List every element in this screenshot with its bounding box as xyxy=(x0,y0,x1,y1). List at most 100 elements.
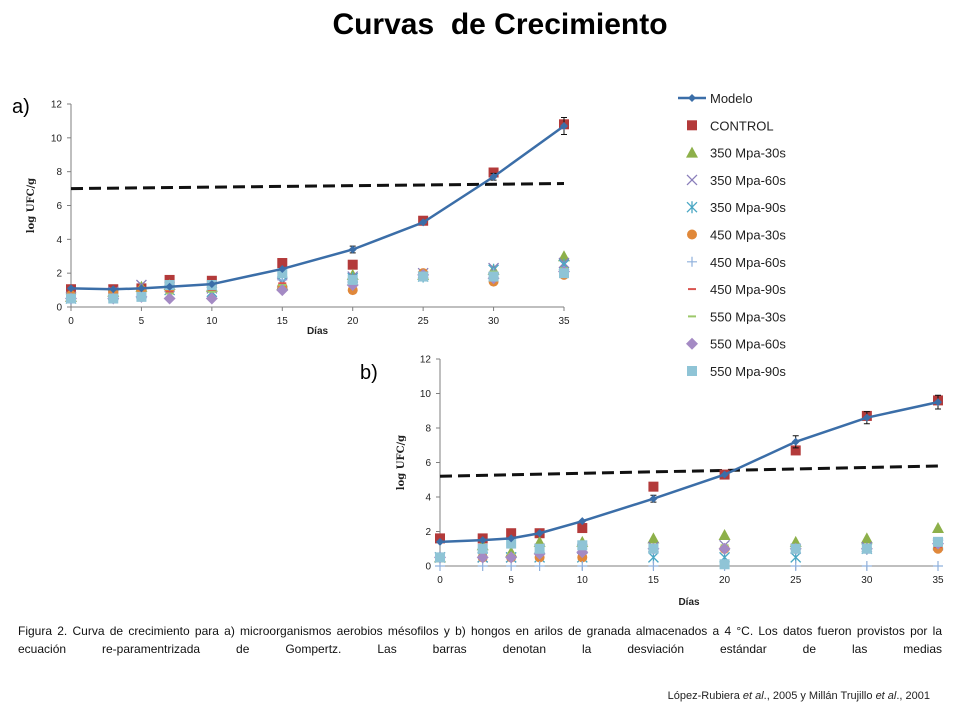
data-point xyxy=(163,292,176,305)
model-point xyxy=(791,437,800,446)
model-point xyxy=(436,537,444,546)
y-axis-title: log UFC/g xyxy=(396,435,407,490)
data-point xyxy=(108,293,119,304)
data-point xyxy=(860,532,873,544)
data-point xyxy=(933,536,943,547)
y-tick-label: 4 xyxy=(56,235,62,246)
x-tick-label: 10 xyxy=(577,575,589,586)
legend-label: 550 Mpa-30s xyxy=(710,309,786,324)
model-point xyxy=(535,529,544,538)
data-point xyxy=(476,551,489,564)
panel-label-b: b) xyxy=(360,362,378,384)
x-tick-label: 0 xyxy=(437,575,443,586)
model-point xyxy=(109,285,118,294)
data-point xyxy=(488,271,499,282)
data-point xyxy=(558,250,570,262)
legend-marker xyxy=(686,174,698,186)
x-tick-label: 35 xyxy=(558,316,570,327)
y-tick-label: 10 xyxy=(51,133,63,144)
y-tick-label: 2 xyxy=(56,269,62,280)
chart-panel-a: 0 2 4 6 8 10 12 0 5 10 15 20 25 30 35 Días log UFC/g xyxy=(26,100,570,337)
citation: López-Rubiera et al., 2005 y Millán Truj… xyxy=(668,690,930,702)
figure-caption: Figura 2. Curva de crecimiento para a) m… xyxy=(18,624,942,656)
y-tick-label: 2 xyxy=(425,527,431,538)
data-point xyxy=(718,528,731,540)
data-point xyxy=(435,552,445,563)
data-point xyxy=(488,167,499,178)
y-tick-label: 10 xyxy=(420,389,432,400)
model-line xyxy=(70,124,565,291)
y-tick-label: 12 xyxy=(420,355,432,366)
data-point xyxy=(559,268,569,279)
data-point xyxy=(577,523,588,534)
legend-marker xyxy=(687,120,697,131)
legend-label: Modelo xyxy=(710,91,753,106)
data-point xyxy=(932,522,944,534)
model-line xyxy=(439,400,939,544)
model-point xyxy=(720,470,729,479)
legend-marker xyxy=(688,94,696,102)
x-tick-label: 15 xyxy=(277,316,289,327)
data-point xyxy=(347,259,358,270)
page-title: Curvas de Crecimiento xyxy=(332,8,668,41)
y-axis-title: log UFC/g xyxy=(26,178,37,233)
model-point xyxy=(489,172,498,181)
data-point xyxy=(136,291,147,302)
data-point xyxy=(790,561,801,571)
data-point xyxy=(347,274,358,285)
model-point xyxy=(478,536,487,545)
data-point xyxy=(648,481,659,492)
model-point xyxy=(507,534,516,543)
x-tick-label: 20 xyxy=(719,575,731,586)
legend-marker xyxy=(686,146,698,158)
x-tick-label: 20 xyxy=(347,316,359,327)
data-point xyxy=(790,445,801,456)
y-tick-label: 8 xyxy=(56,167,62,178)
model-point xyxy=(578,517,587,526)
data-point xyxy=(477,543,488,554)
y-tick-label: 0 xyxy=(56,303,62,314)
data-point xyxy=(790,543,801,554)
data-point xyxy=(718,542,731,555)
legend-item: 350 Mpa-30s xyxy=(686,146,786,161)
citation-part-3: ., 2001 xyxy=(896,690,930,702)
model-point xyxy=(278,264,287,273)
legend-item: CONTROL xyxy=(687,118,774,133)
legend-item: 550 Mpa-30s xyxy=(688,309,786,324)
data-point xyxy=(534,561,545,571)
threshold-dashed-line xyxy=(439,464,939,478)
series-modelo xyxy=(67,117,568,294)
chart-legend: Modelo CONTROL 350 Mpa-30s 350 Mpa-60s 350 M… xyxy=(678,91,786,379)
y-tick-label: 6 xyxy=(56,201,62,212)
citation-etal-1: et al xyxy=(742,690,764,702)
legend-marker xyxy=(686,201,698,214)
y-tick-label: 0 xyxy=(425,562,431,573)
model-point xyxy=(348,245,357,254)
model-point xyxy=(207,280,216,289)
series-modelo xyxy=(436,394,942,546)
data-point xyxy=(534,543,545,554)
data-point xyxy=(577,561,588,571)
x-tick-label: 15 xyxy=(648,575,660,586)
legend-item: 350 Mpa-90s xyxy=(686,200,786,215)
legend-item: 350 Mpa-60s xyxy=(686,173,786,188)
model-point xyxy=(419,218,428,227)
y-tick-label: 4 xyxy=(425,493,431,504)
data-point xyxy=(719,559,730,570)
x-tick-label: 25 xyxy=(418,316,430,327)
x-tick-label: 5 xyxy=(508,575,514,586)
legend-label: 450 Mpa-90s xyxy=(710,282,786,297)
legend-label: 450 Mpa-30s xyxy=(710,228,786,243)
x-tick-label: 30 xyxy=(488,316,500,327)
x-tick-label: 5 xyxy=(139,316,145,327)
legend-marker xyxy=(687,229,697,240)
x-tick-label: 10 xyxy=(206,316,218,327)
data-point xyxy=(648,543,659,554)
legend-label: 450 Mpa-60s xyxy=(710,255,786,270)
model-point xyxy=(165,282,174,291)
x-tick-label: 30 xyxy=(861,575,873,586)
x-axis-title: Días xyxy=(307,326,329,337)
legend-item: 450 Mpa-30s xyxy=(687,228,786,243)
data-point xyxy=(277,258,288,269)
data-point xyxy=(861,561,872,571)
